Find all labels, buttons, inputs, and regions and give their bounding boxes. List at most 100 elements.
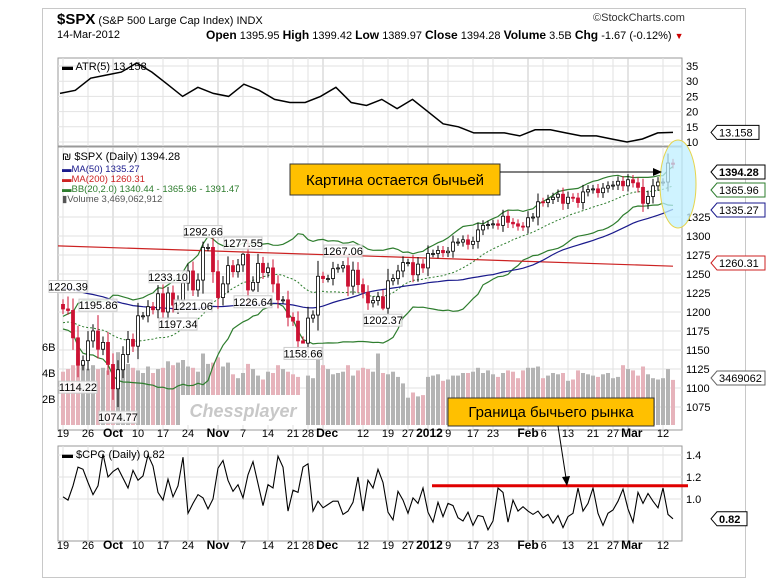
volume-bar bbox=[311, 378, 315, 425]
volume-value: 3.5B bbox=[549, 30, 572, 42]
volume-bar bbox=[171, 365, 175, 425]
pivot-label: 1221.06 bbox=[173, 301, 213, 313]
volume-bar bbox=[366, 369, 370, 425]
cpc-line bbox=[62, 453, 674, 532]
pivot-label-box bbox=[98, 410, 138, 424]
volume-bar bbox=[61, 371, 65, 425]
candle-body bbox=[651, 185, 655, 197]
x-tick-label: Mar bbox=[621, 538, 643, 552]
pivot-label-box bbox=[363, 313, 403, 327]
candle-body bbox=[111, 364, 115, 390]
x-tick-label: 17 bbox=[467, 428, 479, 440]
candle-body bbox=[161, 293, 165, 313]
x-tick-label: 9 bbox=[445, 428, 451, 440]
x-tick-label: 17 bbox=[157, 540, 169, 552]
volume-bar bbox=[136, 370, 140, 425]
candle-body bbox=[181, 282, 185, 301]
price-value-tag-ma200: 1260.31 bbox=[719, 258, 759, 270]
y-tick-label: 35 bbox=[686, 61, 698, 73]
watermark: Chessplayer bbox=[189, 401, 297, 421]
volume-bar bbox=[96, 369, 100, 425]
volume-bar bbox=[131, 367, 135, 425]
x-tick-label: 24 bbox=[182, 540, 194, 552]
candle-body bbox=[251, 281, 255, 291]
candle-body bbox=[121, 354, 125, 371]
x-tick-label: 10 bbox=[132, 540, 144, 552]
annotation-arrow bbox=[557, 425, 567, 479]
x-tick-label: 21 bbox=[287, 540, 299, 552]
x-tick-label: 27 bbox=[402, 428, 414, 440]
volume-bar bbox=[211, 362, 215, 425]
volume-bar bbox=[656, 379, 660, 425]
pivot-label: 1195.86 bbox=[79, 300, 118, 312]
x-tick-label: 23 bbox=[487, 428, 499, 440]
candle-body bbox=[221, 283, 225, 298]
pivot-label: 1114.22 bbox=[59, 382, 97, 394]
candle-body bbox=[516, 223, 520, 227]
pivot-label: 1292.66 bbox=[183, 227, 223, 239]
symbol: $SPX bbox=[57, 11, 96, 28]
candle-body bbox=[301, 340, 305, 344]
candle-body bbox=[441, 250, 445, 254]
y-tick-label: 1125 bbox=[686, 364, 710, 376]
down-triangle-icon: ▼ bbox=[674, 31, 684, 41]
candle-body bbox=[461, 239, 465, 243]
candle-body bbox=[416, 263, 420, 276]
x-tick-label: 19 bbox=[57, 540, 69, 552]
bollinger-lower-band bbox=[62, 202, 674, 390]
volume-bar bbox=[316, 349, 320, 425]
y-tick-label: 1150 bbox=[686, 345, 710, 357]
cpc-value-tag: 0.82 bbox=[719, 514, 740, 526]
candle-body bbox=[256, 262, 260, 283]
volume-bar bbox=[526, 367, 530, 425]
candle-body bbox=[276, 283, 280, 301]
volume-bar bbox=[206, 363, 210, 425]
atr-value-tag: 13.158 bbox=[719, 127, 753, 139]
volume-bar bbox=[661, 378, 665, 425]
candle-body bbox=[486, 224, 490, 227]
candle-body bbox=[641, 186, 645, 204]
volume-bar bbox=[341, 371, 345, 425]
pivot-label: 1233.10 bbox=[148, 272, 188, 284]
x-tick-label: 12 bbox=[657, 540, 669, 552]
candle-body bbox=[366, 291, 370, 304]
candle-body bbox=[106, 341, 110, 365]
candle-body bbox=[141, 315, 145, 318]
candle-body bbox=[571, 196, 575, 199]
x-tick-label: 19 bbox=[57, 428, 69, 440]
volume-bar bbox=[371, 371, 375, 425]
candle-body bbox=[241, 253, 245, 266]
volume-bar bbox=[121, 358, 125, 425]
candle-body bbox=[321, 275, 325, 279]
volume-bar bbox=[326, 369, 330, 425]
candle-body bbox=[426, 253, 430, 269]
volume-bar bbox=[201, 353, 205, 425]
volume-bar bbox=[91, 365, 95, 425]
candle-body bbox=[596, 188, 600, 194]
candle-body bbox=[356, 269, 360, 286]
candle-body bbox=[436, 250, 440, 254]
candle-body bbox=[311, 314, 315, 319]
volume-tick-label: 4B bbox=[42, 368, 55, 380]
x-tick-label: 14 bbox=[262, 540, 274, 552]
x-tick-label: 6 bbox=[541, 428, 547, 440]
candle-body bbox=[66, 308, 70, 311]
candle-body bbox=[646, 196, 650, 204]
candle-body bbox=[91, 330, 95, 342]
candle-body bbox=[501, 215, 505, 226]
candle-body bbox=[211, 246, 215, 273]
volume-value-tag-box bbox=[710, 370, 766, 386]
volume-bar bbox=[641, 366, 645, 425]
x-tick-label: Feb bbox=[517, 538, 538, 552]
candle-body bbox=[586, 189, 590, 193]
candle-body bbox=[446, 250, 450, 254]
candle-body bbox=[231, 265, 235, 273]
symbol-name: (S&P 500 Large Cap Index) bbox=[98, 15, 234, 27]
cpc-legend: ▬ $CPC (Daily) 0.82 bbox=[62, 449, 165, 461]
candle-body bbox=[286, 299, 290, 318]
y-tick-label: 1300 bbox=[686, 231, 710, 243]
candle-body bbox=[166, 292, 170, 313]
candle-body bbox=[351, 269, 355, 287]
x-tick-label: 10 bbox=[132, 428, 144, 440]
candle-body bbox=[61, 303, 65, 310]
